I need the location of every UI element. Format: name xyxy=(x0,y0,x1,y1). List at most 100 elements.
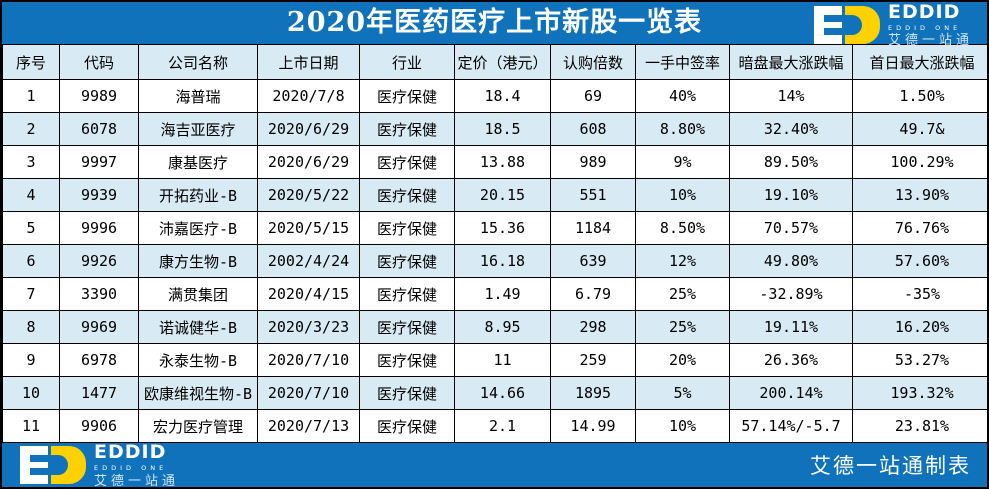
table-cell: 25% xyxy=(635,310,730,344)
table-cell: 12% xyxy=(635,244,730,278)
logo-d-shape xyxy=(51,446,86,485)
table-cell: 5 xyxy=(2,211,60,245)
table-cell: 551 xyxy=(550,178,636,212)
table-cell: 9926 xyxy=(59,244,139,278)
table-cell: 满贯集团 xyxy=(138,277,258,311)
logo-name: EDDID xyxy=(887,0,961,23)
table-cell: 医疗保健 xyxy=(359,376,455,410)
table-cell: 200.14% xyxy=(729,376,853,410)
table-cell: 医疗保健 xyxy=(359,409,455,443)
table-cell: 6078 xyxy=(59,112,139,146)
table-row: 3 9997 康基医疗 2020/6/29 医疗保健 13.88 989 9% 89.50% 10… xyxy=(2,145,987,179)
table-cell: 5% xyxy=(635,376,730,410)
footer-banner: EDDID EDDID ONE 艾德一站通 艾德一站通制表 xyxy=(2,443,987,488)
column-header: 行业 xyxy=(359,44,455,80)
logo-subtitle: EDDID ONE xyxy=(94,464,168,472)
table-cell: 100.29% xyxy=(852,145,987,179)
table-cell: 10% xyxy=(635,409,730,443)
table-cell: 医疗保健 xyxy=(359,145,455,179)
table-cell: 13.90% xyxy=(852,178,987,212)
table-cell: 6.79 xyxy=(550,277,636,311)
table-cell: 7 xyxy=(2,277,60,311)
table-cell: 1895 xyxy=(550,376,636,410)
table-cell: 2002/4/24 xyxy=(257,244,360,278)
table-cell: 8 xyxy=(2,310,60,344)
table-row: 4 9939 开拓药业-B 2020/5/22 医疗保健 20.15 551 10% 19.10… xyxy=(2,178,987,212)
table-row: 1 9989 海普瑞 2020/7/8 医疗保健 18.4 69 40% 14% 1.50% xyxy=(2,79,987,113)
table-cell: 9996 xyxy=(59,211,139,245)
table-cell: 8.80% xyxy=(635,112,730,146)
eddid-logo-icon xyxy=(813,6,880,44)
table-cell: 57.14%/-5.7 xyxy=(729,409,853,443)
column-header: 定价（港元） xyxy=(454,44,551,80)
table-cell: 20.15 xyxy=(454,178,551,212)
table-cell: 9% xyxy=(635,145,730,179)
table-row: 5 9996 沛嘉医疗-B 2020/5/15 医疗保健 15.36 1184 8.50% 70… xyxy=(2,211,987,245)
table-cell: 14.99 xyxy=(550,409,636,443)
table-cell: 11 xyxy=(454,343,551,377)
table-cell: 1184 xyxy=(550,211,636,245)
table-cell: 69 xyxy=(550,79,636,113)
header-banner: 2020年医药医疗上市新股一览表 EDDID EDDID ONE 艾德一站通 xyxy=(2,0,987,47)
column-header: 一手中签率 xyxy=(635,44,730,80)
table-cell: 医疗保健 xyxy=(359,277,455,311)
column-header: 公司名称 xyxy=(138,44,258,80)
table-cell: 2020/7/8 xyxy=(257,79,360,113)
table-cell: 2020/5/15 xyxy=(257,211,360,245)
table-cell: 2020/3/23 xyxy=(257,310,360,344)
ipo-table: 序号 代码 公司名称 上市日期 行业 定价（港元） 认购倍数 一手中签率 暗盘最大涨跌幅 首日最大… xyxy=(2,44,987,443)
eddid-logo-header: EDDID EDDID ONE 艾德一站通 xyxy=(813,0,973,47)
logo-d-shape xyxy=(844,6,880,44)
table-cell: 诺诚健华-B xyxy=(138,310,258,344)
table-body: 1 9989 海普瑞 2020/7/8 医疗保健 18.4 69 40% 14% 1.50% 2 60… xyxy=(2,79,987,443)
table-cell: 70.57% xyxy=(729,211,853,245)
table-cell: 2020/4/15 xyxy=(257,277,360,311)
table-cell: 2 xyxy=(2,112,60,146)
table-cell: 2020/7/13 xyxy=(257,409,360,443)
table-cell: 639 xyxy=(550,244,636,278)
table-cell: 1477 xyxy=(59,376,139,410)
table-header-row: 序号 代码 公司名称 上市日期 行业 定价（港元） 认购倍数 一手中签率 暗盘最大涨跌幅 首日最大… xyxy=(2,44,987,80)
table-cell: 2020/7/10 xyxy=(257,343,360,377)
table-cell: 9906 xyxy=(59,409,139,443)
table-cell: 19.11% xyxy=(729,310,853,344)
table-cell: 14.66 xyxy=(454,376,551,410)
table-cell: 1.49 xyxy=(454,277,551,311)
table-cell: 4 xyxy=(2,178,60,212)
table-cell: 欧康维视生物-B xyxy=(138,376,258,410)
table-cell: 23.81% xyxy=(852,409,987,443)
logo-e-shape xyxy=(20,446,48,485)
column-header: 暗盘最大涨跌幅 xyxy=(729,44,853,80)
table-cell: 医疗保健 xyxy=(359,112,455,146)
table-cell: 20% xyxy=(635,343,730,377)
table-cell: 2.1 xyxy=(454,409,551,443)
table-cell: 3390 xyxy=(59,277,139,311)
column-header: 首日最大涨跌幅 xyxy=(852,44,987,80)
table-cell: 宏力医疗管理 xyxy=(138,409,258,443)
table-cell: 16.18 xyxy=(454,244,551,278)
table-cell: 53.27% xyxy=(852,343,987,377)
table-cell: 15.36 xyxy=(454,211,551,245)
table-cell: 25% xyxy=(635,277,730,311)
table-cell: 32.40% xyxy=(729,112,853,146)
table-cell: 2020/5/22 xyxy=(257,178,360,212)
table-cell: 14% xyxy=(729,79,853,113)
table-cell: 9989 xyxy=(59,79,139,113)
table-cell: 16.20% xyxy=(852,310,987,344)
table-cell: 89.50% xyxy=(729,145,853,179)
logo-text-block: EDDID EDDID ONE 艾德一站通 xyxy=(94,443,179,488)
table-cell: 13.88 xyxy=(454,145,551,179)
table-cell: 医疗保健 xyxy=(359,178,455,212)
logo-chinese-name: 艾德一站通 xyxy=(94,473,180,489)
table-cell: 10% xyxy=(635,178,730,212)
table-credit: 艾德一站通制表 xyxy=(810,454,971,479)
table-cell: 医疗保健 xyxy=(359,211,455,245)
table-cell: 海普瑞 xyxy=(138,79,258,113)
column-header: 认购倍数 xyxy=(550,44,636,80)
table-cell: 49.7& xyxy=(852,112,987,146)
table-cell: 3 xyxy=(2,145,60,179)
table-cell: 18.4 xyxy=(454,79,551,113)
column-header: 代码 xyxy=(59,44,139,80)
logo-text-block: EDDID EDDID ONE 艾德一站通 xyxy=(887,0,973,47)
